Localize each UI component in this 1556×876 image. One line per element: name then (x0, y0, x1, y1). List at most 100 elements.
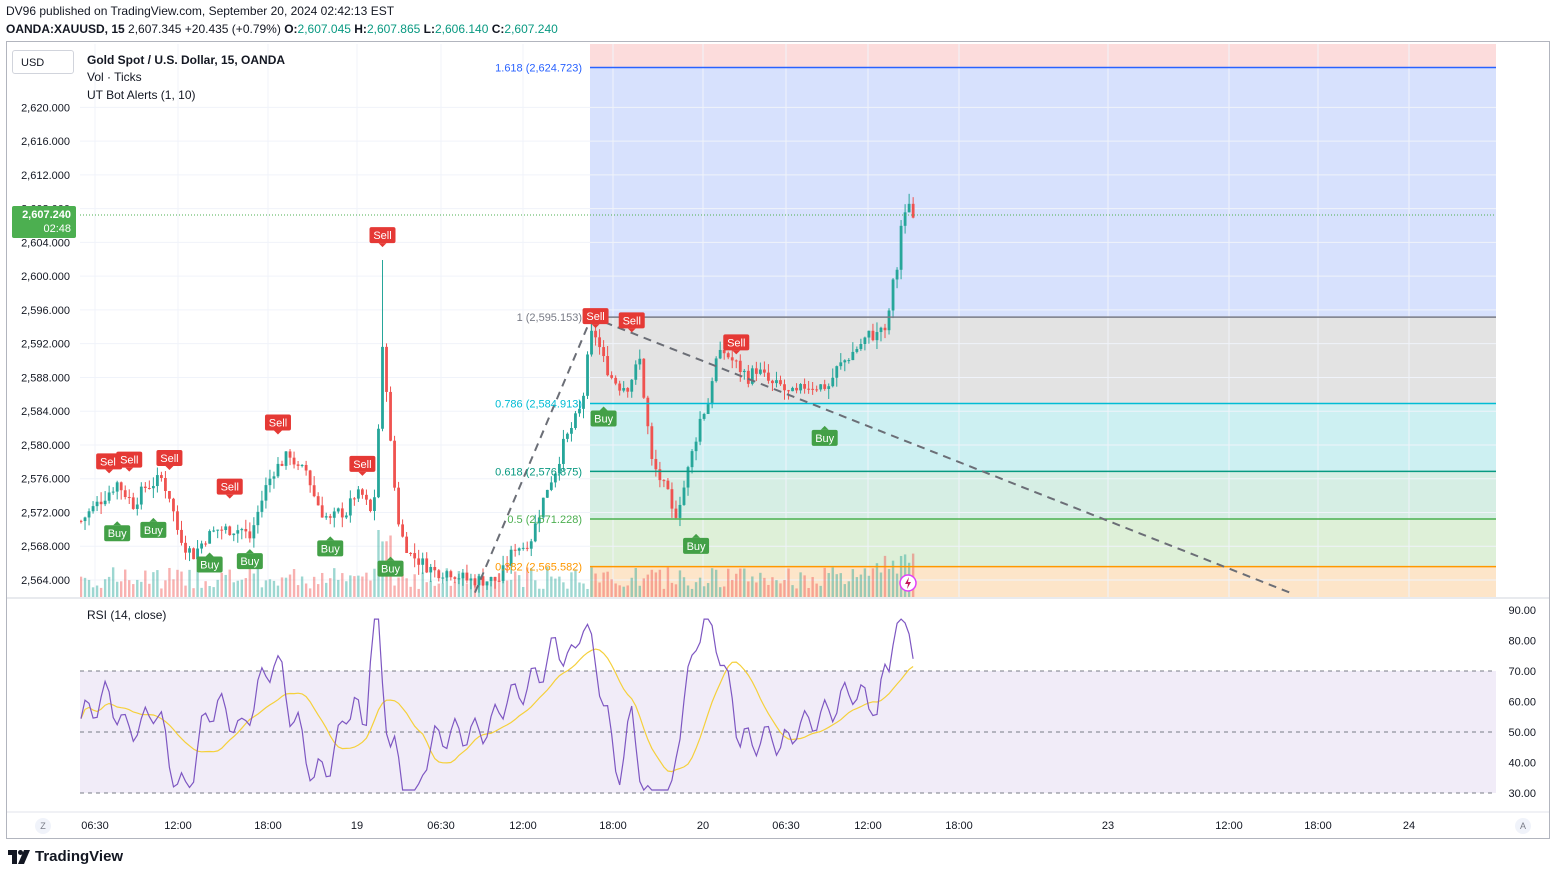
auto-scale-button[interactable]: A (1515, 818, 1531, 834)
candle-body (525, 547, 529, 549)
candle-body (288, 451, 292, 458)
candle-body (831, 377, 835, 387)
candle-body (123, 490, 127, 498)
candle-body (401, 524, 404, 537)
candle-body (365, 494, 368, 500)
currency-button[interactable]: USD (12, 50, 74, 74)
volume-bar (574, 569, 577, 597)
volume-bar (216, 579, 219, 597)
brand-name: TradingView (35, 848, 124, 865)
volume-bar (815, 583, 818, 597)
candle-body (501, 565, 505, 581)
candle-body (465, 572, 469, 581)
volume-bar (497, 573, 501, 597)
signal-pointer (386, 556, 395, 561)
candle-body (135, 504, 139, 509)
volume-bar (91, 587, 95, 597)
candle-body (626, 388, 630, 392)
candle-body (694, 441, 698, 452)
fib-label: 1 (2,595.153) (517, 312, 582, 324)
rsi-tick-label: 50.00 (1508, 727, 1536, 739)
signal-badge (156, 449, 183, 466)
volume-bar (160, 588, 163, 597)
buy-signal: Buy (196, 552, 223, 573)
signal-badge (236, 553, 263, 570)
candle-body (513, 549, 517, 551)
candle-body (204, 543, 208, 545)
volume-bar (570, 572, 573, 597)
candle-body (545, 489, 549, 498)
candle-body (666, 480, 670, 490)
volume-bar (204, 581, 207, 597)
volume-bar (710, 568, 714, 597)
legend-indicator[interactable]: UT Bot Alerts (1, 10) (87, 88, 196, 102)
rsi-legend[interactable]: RSI (14, close) (87, 608, 167, 622)
time-tick-label: 12:00 (164, 820, 192, 832)
candle-body (328, 516, 332, 518)
candle-body (377, 428, 380, 498)
volume-bar (731, 579, 734, 597)
volume-bar (236, 580, 239, 597)
candle-body (674, 508, 678, 518)
volume-bar (417, 588, 420, 597)
volume-bar (115, 581, 119, 597)
candle-body (284, 451, 288, 466)
candle-body (517, 548, 521, 551)
candle-body (586, 354, 589, 396)
candle-body (176, 511, 179, 530)
low-label: L: (423, 22, 435, 36)
time-tick-label: 18:00 (945, 820, 973, 832)
volume-bar (522, 587, 525, 597)
candle-body (453, 577, 457, 579)
candle-body (139, 486, 143, 505)
candle-body (164, 477, 167, 492)
volume-bar (610, 579, 613, 597)
legend-volume[interactable]: Vol · Ticks (87, 70, 142, 84)
signal-badge (216, 478, 243, 495)
candle-body (485, 581, 489, 586)
rsi-pane (80, 618, 1496, 794)
buy-signal: Buy (811, 425, 838, 446)
volume-bar (461, 574, 465, 597)
candle-body (887, 310, 891, 331)
volume-bar (152, 572, 155, 597)
tradingview-logo[interactable]: TradingView (8, 848, 123, 865)
volume-bar (847, 581, 851, 597)
candle-body (409, 552, 413, 554)
volume-bar (779, 583, 782, 597)
signal-label: Sell (100, 456, 118, 468)
candle-body (292, 457, 296, 465)
candle-body (111, 491, 115, 493)
candle-body (634, 364, 638, 380)
candle-body (168, 491, 171, 499)
signal-label: Buy (200, 559, 219, 571)
volume-bar (312, 576, 316, 597)
candle-body (352, 498, 356, 500)
zoom-button[interactable]: Z (35, 818, 51, 834)
symbol-label: OANDA:XAUUSD, 15 (6, 22, 125, 36)
trend-line-up (474, 316, 593, 594)
signal-pointer (245, 549, 254, 554)
candle-body (115, 482, 119, 492)
volume-bar (879, 572, 883, 597)
volume-bar (99, 587, 103, 597)
candle-body (714, 358, 718, 382)
price-tick-label: 2,588.000 (21, 372, 70, 384)
volume-bar (397, 577, 400, 597)
candle-body (730, 357, 734, 361)
candle-body (574, 413, 577, 429)
volume-bar (558, 576, 561, 597)
rsi-tick-label: 60.00 (1508, 697, 1536, 709)
signal-pointer (732, 350, 741, 355)
candle-body (224, 526, 228, 531)
volume-bar (807, 587, 810, 597)
volume-bar (256, 567, 260, 597)
volume-bar (883, 555, 887, 597)
volume-bar (871, 568, 875, 597)
candle-body (429, 566, 433, 573)
candle-body (296, 464, 300, 466)
signal-label: Sell (269, 418, 287, 430)
candle-body (493, 576, 497, 581)
signal-pointer (149, 517, 158, 522)
